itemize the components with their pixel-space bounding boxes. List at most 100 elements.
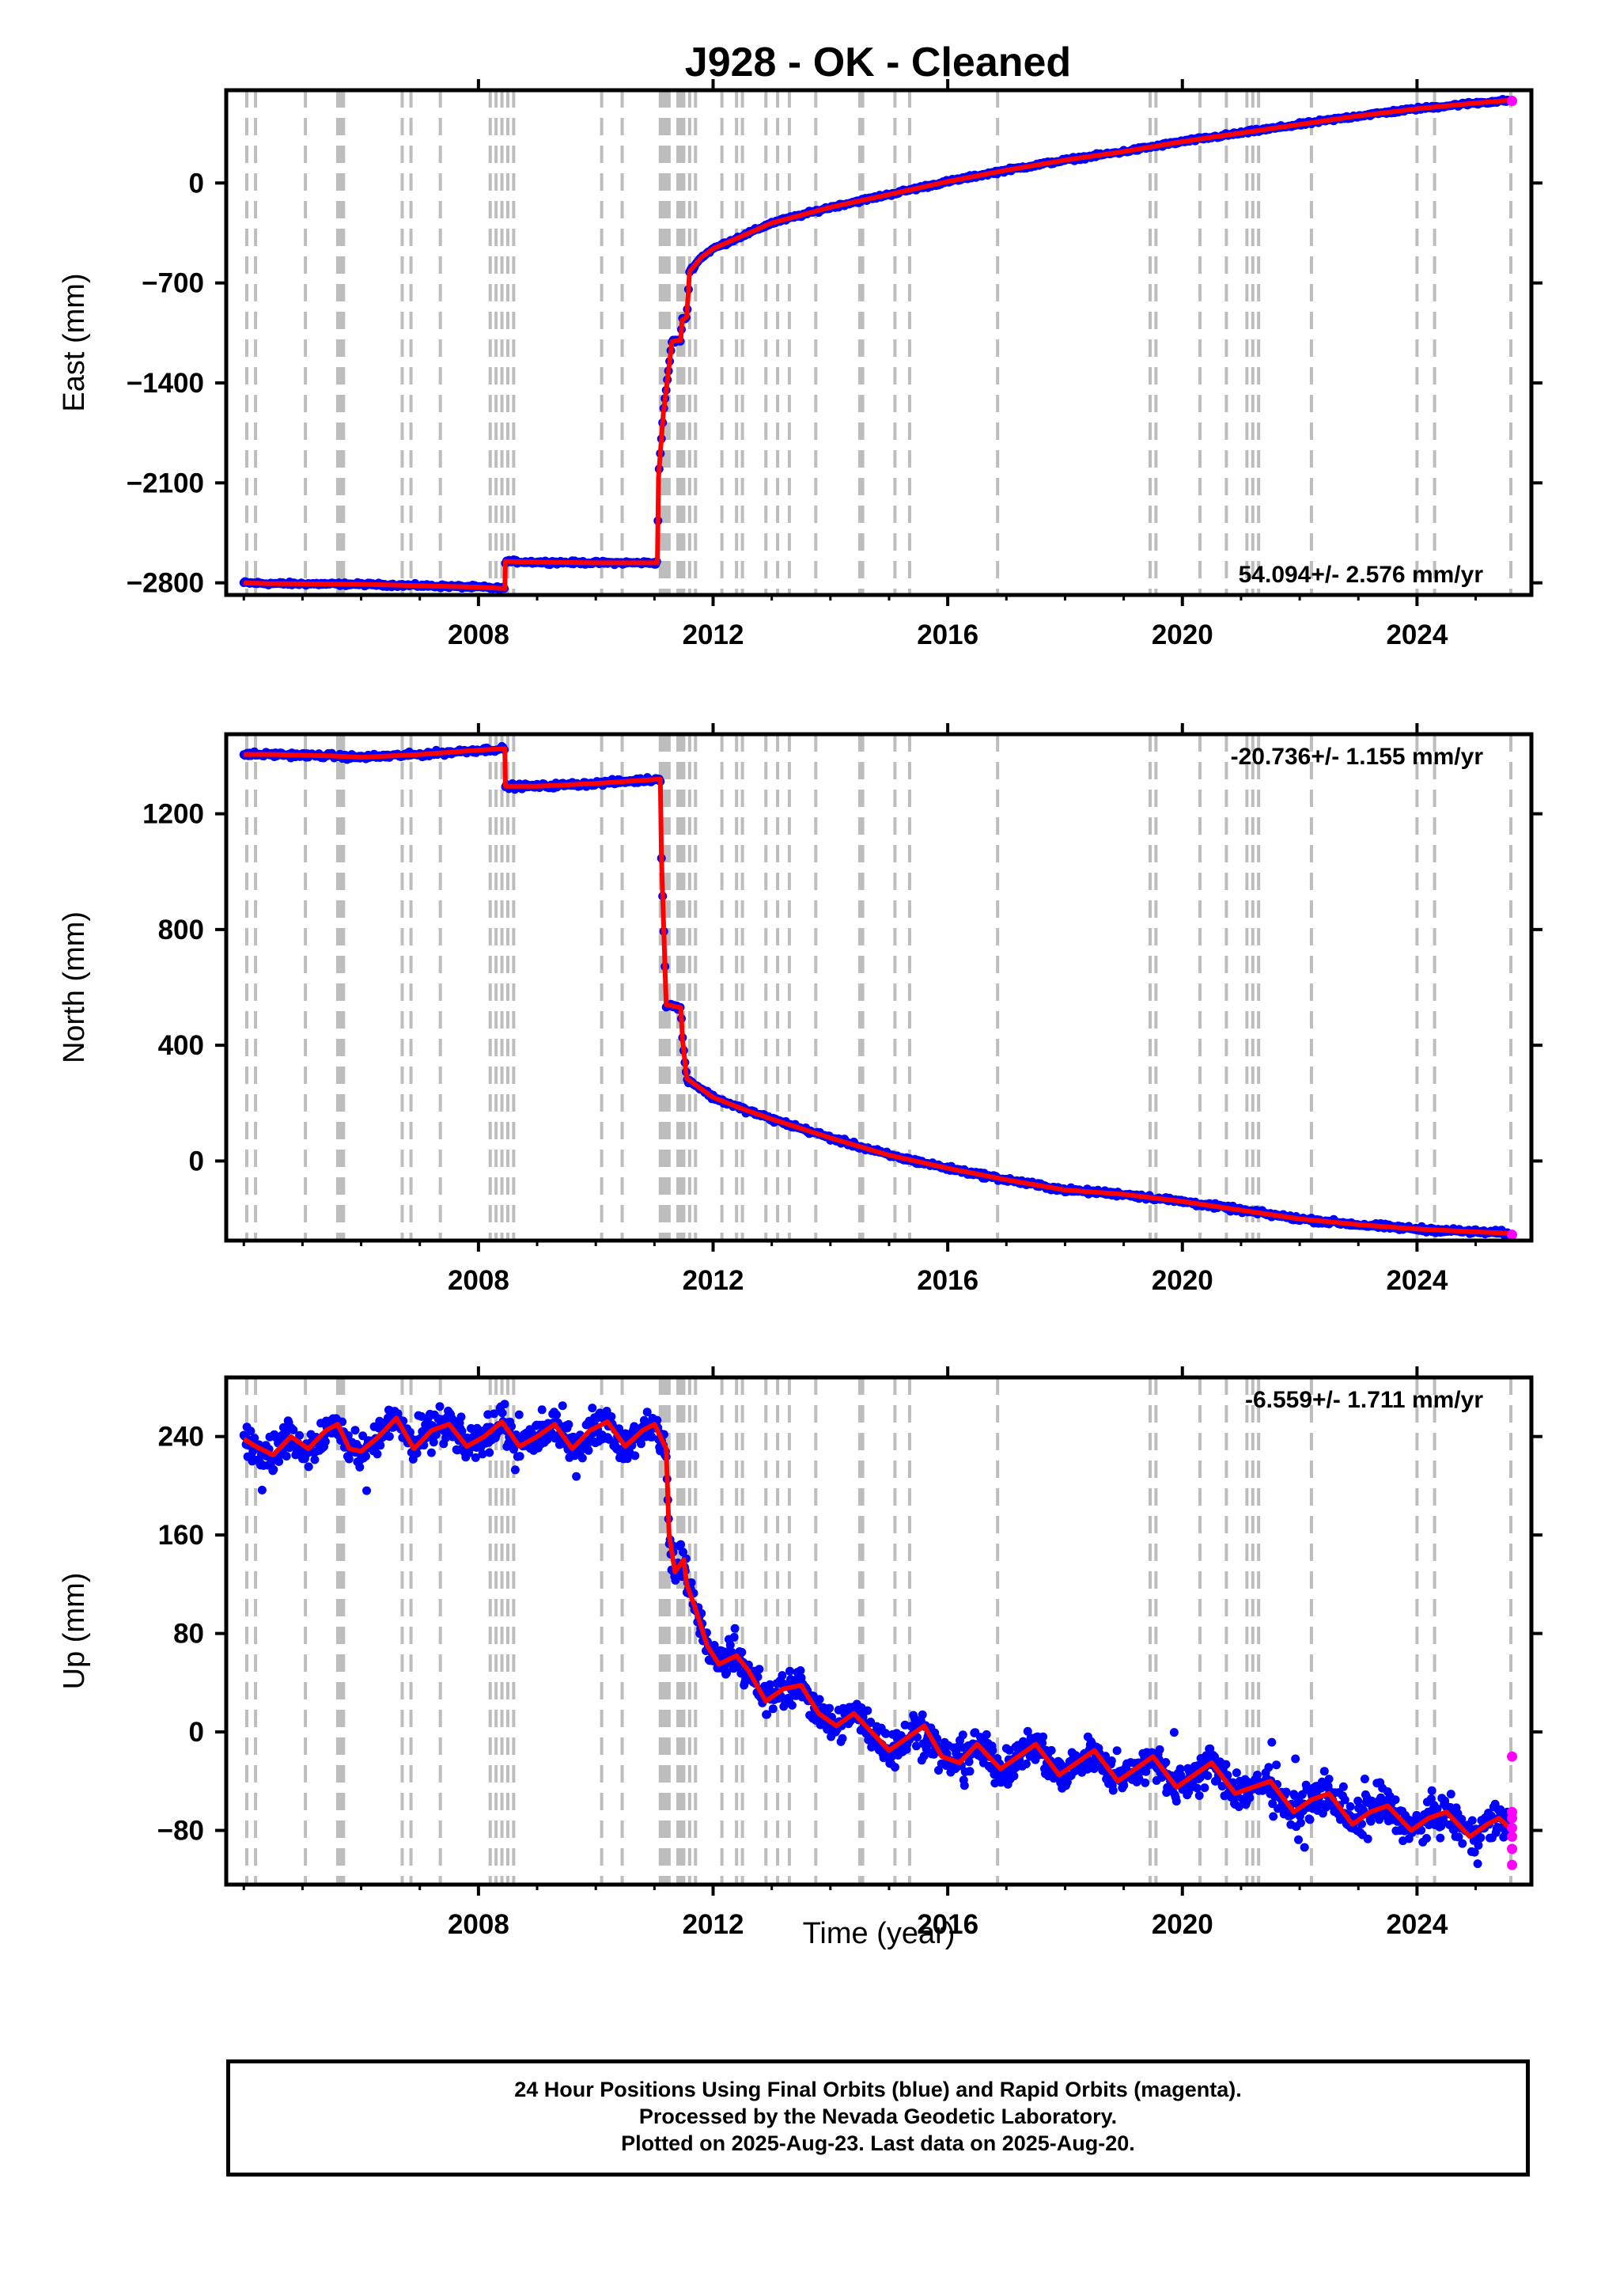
data-point (1069, 1767, 1079, 1776)
data-point (362, 1486, 371, 1495)
data-point (376, 1441, 385, 1450)
data-point (1473, 1859, 1482, 1869)
data-point (361, 1452, 370, 1461)
data-point (584, 1445, 593, 1455)
data-point (417, 1411, 426, 1421)
rapid-point (1507, 1831, 1518, 1842)
data-point (722, 1669, 731, 1678)
y-tick-label: 80 (173, 1619, 204, 1650)
y-tick-label: 400 (158, 1030, 204, 1061)
data-point (384, 1432, 394, 1442)
chart-title: J928 - OK - Cleaned (685, 40, 1071, 85)
data-point (1427, 1786, 1436, 1795)
data-point (1340, 1795, 1349, 1805)
data-point (1141, 1767, 1151, 1776)
data-point (637, 1439, 645, 1449)
data-point (1426, 1794, 1436, 1804)
rapid-point (1507, 96, 1518, 107)
data-point (1391, 1795, 1400, 1805)
x-tick-label: 2012 (683, 1909, 744, 1940)
model-line (242, 1415, 1514, 1839)
data-point (1089, 1764, 1099, 1773)
panel-0: −2800 −2100 −1400 −700 0 2008 2012 2016 2020 2024… (58, 79, 1542, 650)
data-point (471, 1453, 480, 1462)
x-tick-label: 2008 (448, 1265, 509, 1296)
data-point (490, 1409, 498, 1419)
data-point (959, 1781, 969, 1790)
data-point (755, 1665, 764, 1674)
data-point (642, 1408, 652, 1417)
data-point (934, 1766, 943, 1775)
data-point (787, 1700, 797, 1710)
y-tick-label: −2800 (127, 568, 204, 599)
x-axis-label: Time (year) (803, 1917, 956, 1950)
data-point (796, 1666, 805, 1675)
data-point (1272, 1760, 1281, 1770)
data-point (1294, 1835, 1303, 1844)
data-point (274, 1457, 284, 1466)
data-point (815, 1695, 824, 1704)
rate-label: -6.559+/- 1.711 mm/yr (1245, 1387, 1483, 1413)
data-point (1200, 1783, 1209, 1793)
data-point (1194, 1791, 1204, 1800)
data-point (679, 1548, 687, 1557)
data-point (498, 1408, 507, 1418)
data-point (310, 1455, 320, 1464)
y-tick-label: 240 (158, 1422, 204, 1453)
x-tick-label: 2020 (1152, 619, 1213, 650)
data-point (304, 1462, 313, 1472)
data-point (485, 1448, 494, 1457)
data-point (250, 1434, 259, 1443)
data-point (1009, 1771, 1019, 1781)
model-line (244, 746, 1512, 1236)
y-axis-label: North (mm) (58, 911, 91, 1063)
rapid-point (1507, 1229, 1518, 1241)
data-point (1346, 1802, 1355, 1811)
data-point (514, 1410, 524, 1419)
data-point (729, 1632, 739, 1642)
data-point (1454, 1832, 1463, 1842)
rapid-point (1507, 1859, 1518, 1870)
data-point (1047, 1745, 1056, 1755)
data-point (1253, 1771, 1262, 1779)
y-tick-label: −80 (157, 1816, 204, 1847)
y-tick-label: 0 (189, 168, 204, 199)
x-tick-label: 2016 (917, 1909, 978, 1940)
data-point (1458, 1839, 1467, 1848)
data-point (552, 1410, 561, 1419)
data-point (1296, 1818, 1305, 1828)
footer-line-plotted: Plotted on 2025-Aug-23. Last data on 202… (621, 2131, 1135, 2155)
data-point (1234, 1802, 1243, 1812)
data-point (777, 1692, 786, 1702)
data-point (785, 1666, 794, 1676)
data-point (1192, 1783, 1202, 1793)
data-point (1496, 1805, 1505, 1814)
data-point (912, 1741, 921, 1751)
data-point (269, 1464, 278, 1474)
x-tick-label: 2024 (1386, 619, 1448, 650)
data-point (988, 1746, 997, 1755)
data-point (246, 1426, 255, 1436)
panel-2: −80 0 80 160 240 2008 2012 2016 2020 2024 Up (mm) -… (58, 1366, 1542, 1940)
data-point (866, 1718, 876, 1726)
data-point (1305, 1815, 1315, 1824)
data-point (1467, 1816, 1477, 1825)
data-point (1433, 1804, 1442, 1813)
data-point (1269, 1812, 1278, 1821)
plot-frame (224, 1375, 1534, 1887)
data-point (558, 1401, 567, 1411)
plot-frame (224, 88, 1534, 597)
y-axis-label: Up (mm) (58, 1573, 91, 1690)
data-point (515, 1452, 524, 1461)
data-point (1474, 1840, 1483, 1850)
data-point (778, 1671, 787, 1680)
data-point (1281, 1787, 1291, 1797)
panel-1: 0 400 800 1200 2008 2012 2016 2020 2024 North (mm… (58, 723, 1542, 1296)
data-point (1338, 1782, 1348, 1791)
data-point (1291, 1754, 1300, 1764)
data-point (543, 1435, 552, 1445)
data-point (572, 1472, 581, 1481)
data-point (1324, 1775, 1334, 1784)
data-point (1245, 1793, 1255, 1802)
